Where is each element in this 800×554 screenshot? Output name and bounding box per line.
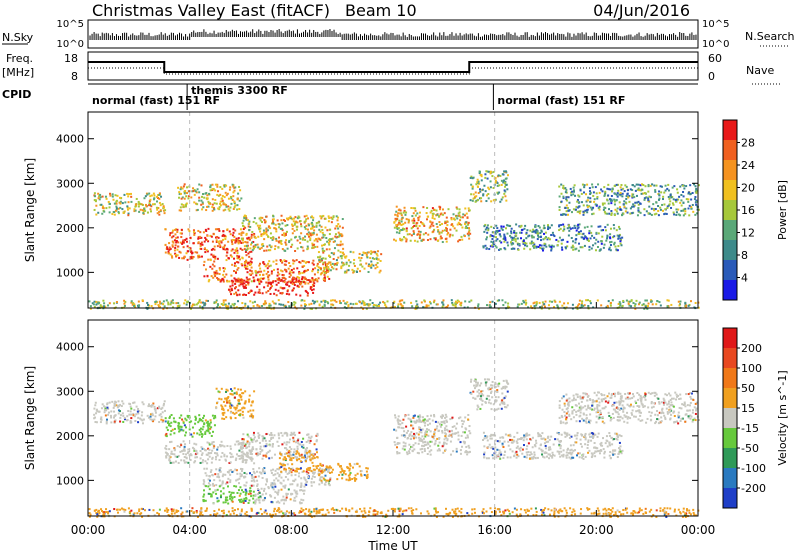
power-scatter — [88, 112, 700, 310]
x-tick-label: 00:00 — [71, 523, 106, 537]
power-colorbar: 4 8 12 16 20 24 28 Power [dB] — [722, 119, 789, 301]
x-tick-label: 20:00 — [579, 523, 614, 537]
cpid-segment-label: normal (fast) 151 RF — [497, 94, 625, 107]
x-tick-label: 00:00 — [681, 523, 716, 537]
power-panel: 1000 2000 3000 4000 Slant Range [km] 4 8 12 16… — [23, 111, 789, 310]
colorbar-label: Velocity [m s^-1] — [776, 370, 789, 465]
nsearch-tick-bottom: 10^0 — [702, 39, 729, 50]
colorbar-tick: 100 — [741, 362, 762, 375]
date-label: 04/Jun/2016 — [593, 1, 690, 20]
colorbar-tick: 12 — [741, 227, 755, 240]
y-tick-label: 3000 — [56, 385, 84, 398]
nave-tick-bottom: 0 — [708, 70, 715, 83]
freq-panel: Freq. [MHz] 18 8 60 0 Nave — [2, 51, 782, 85]
x-axis-label: Time UT — [367, 539, 418, 553]
colorbar-tick: 200 — [741, 342, 762, 355]
colorbar-tick: 16 — [741, 204, 755, 217]
beam-label: Beam 10 — [345, 1, 417, 20]
colorbar-tick: 28 — [741, 137, 755, 150]
colorbar-tick: -100 — [741, 462, 766, 475]
x-tick-label: 16:00 — [477, 523, 512, 537]
nsky-tick-top: 10^5 — [57, 19, 84, 30]
colorbar-tick: 4 — [741, 272, 748, 285]
colorbar-tick: -200 — [741, 482, 766, 495]
cpid-label: CPID — [2, 88, 31, 101]
y-tick-label: 1000 — [56, 266, 84, 279]
velocity-colorbar: 200 100 50 15 -15 -50 -100 -200 Velocity [m s^-1… — [722, 327, 789, 509]
velocity-ylabel: Slant Range [km] — [23, 366, 37, 470]
time-axis: 00:00 04:00 08:00 12:00 16:00 20:00 00:00 — [71, 302, 716, 537]
power-ylabel: Slant Range [km] — [23, 158, 37, 262]
x-tick-label: 12:00 — [376, 523, 411, 537]
colorbar-label: Power [dB] — [776, 180, 789, 240]
y-tick-label: 2000 — [56, 430, 84, 443]
station-title: Christmas Valley East (fitACF) — [92, 1, 330, 20]
cpid-segment-label: themis 3300 RF — [191, 84, 288, 97]
y-tick-label: 4000 — [56, 341, 84, 354]
nsky-label: N.Sky — [2, 31, 34, 44]
cpid-segment-label: normal (fast) 151 RF — [92, 94, 220, 107]
freq-unit-label: [MHz] — [2, 66, 34, 79]
x-tick-label: 04:00 — [172, 523, 207, 537]
colorbar-tick: 8 — [741, 249, 748, 262]
colorbar-tick: 20 — [741, 182, 755, 195]
y-tick-label: 3000 — [56, 177, 84, 190]
nsky-panel: N.Sky 10^5 10^0 10^5 10^0 N.Search — [2, 19, 795, 50]
colorbar-tick: 15 — [741, 402, 755, 415]
nave-label: Nave — [746, 64, 774, 77]
x-tick-label: 08:00 — [274, 523, 309, 537]
nave-tick-top: 60 — [708, 52, 722, 65]
freq-tick-top: 18 — [64, 52, 78, 65]
velocity-scatter — [88, 320, 700, 518]
nsky-tick-bottom: 10^0 — [57, 39, 84, 50]
y-tick-label: 4000 — [56, 133, 84, 146]
nsky-trace — [87, 29, 697, 40]
colorbar-tick: -15 — [741, 422, 759, 435]
nsearch-label: N.Search — [745, 30, 795, 43]
colorbar-tick: -50 — [741, 442, 759, 455]
y-tick-label: 2000 — [56, 222, 84, 235]
freq-trace — [88, 61, 698, 73]
nave-trace — [88, 67, 698, 75]
freq-label: Freq. — [6, 52, 33, 65]
y-tick-label: 1000 — [56, 474, 84, 487]
velocity-panel: 1000 2000 3000 4000 Slant Range [km] 200 100… — [23, 319, 789, 518]
nsearch-tick-top: 10^5 — [702, 19, 729, 30]
colorbar-tick: 50 — [741, 382, 755, 395]
colorbar-tick: 24 — [741, 159, 755, 172]
freq-tick-bottom: 8 — [71, 70, 78, 83]
